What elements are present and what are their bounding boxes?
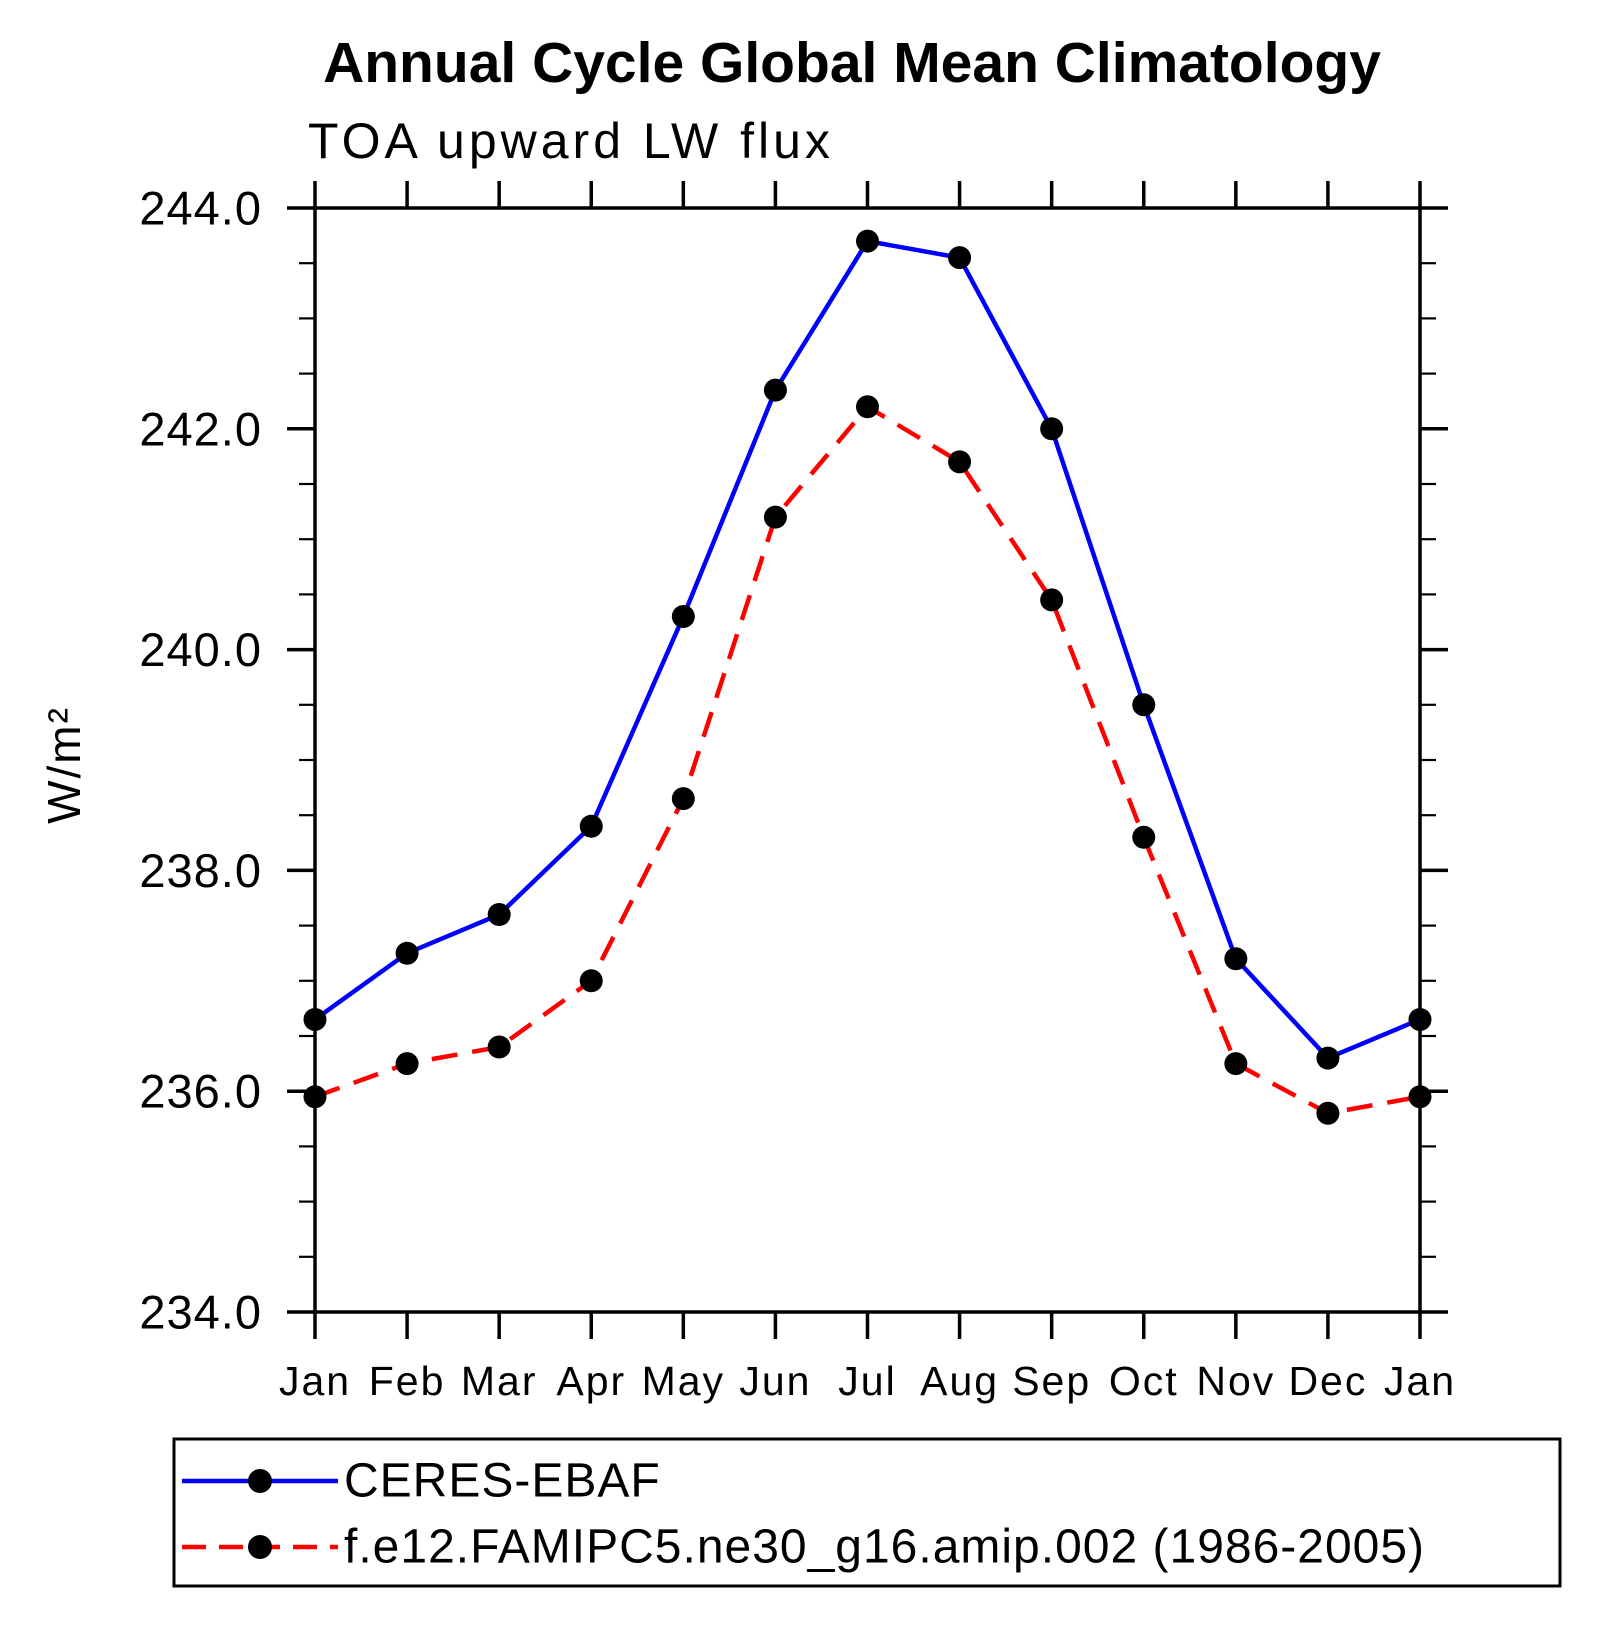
data-point-marker [1408, 1085, 1432, 1109]
data-point-marker [856, 229, 879, 253]
data-point-marker [671, 787, 695, 811]
series-layer [303, 229, 1432, 1125]
data-point-marker [395, 1052, 419, 1076]
data-point-marker [948, 246, 972, 270]
x-tick-label: Feb [369, 1358, 446, 1404]
plot-frame: Jan Feb Mar Apr May Jun Jul Aug Sep Oct Nov Dec Jan 2… [139, 181, 1456, 1404]
series-ceres-ebaf [303, 229, 1432, 1070]
data-point-marker [395, 941, 419, 965]
legend-box: CERES-EBAF f.e12.FAMIPC5.ne30_g16.amip.0… [172, 1437, 1562, 1588]
data-point-marker [487, 903, 511, 927]
data-point-marker [1132, 693, 1156, 717]
data-point-marker [948, 450, 972, 474]
x-tick-label: Jan [279, 1358, 351, 1404]
legend-entry-model: f.e12.FAMIPC5.ne30_g16.amip.002 (1986-20… [182, 1521, 1425, 1574]
legend-entry-ceres: CERES-EBAF [182, 1455, 661, 1508]
x-tick-label: Sep [1012, 1358, 1091, 1404]
y-tick-label: 244.0 [139, 182, 262, 235]
legend-marker-dot [248, 1469, 272, 1493]
data-point-marker [1408, 1007, 1432, 1031]
chart-subtitle: TOA upward LW flux [308, 113, 834, 169]
series-model [303, 395, 1432, 1125]
data-point-marker [1040, 417, 1064, 441]
data-point-marker [579, 814, 603, 838]
y-tick-label: 236.0 [139, 1065, 262, 1118]
y-tick-label: 242.0 [139, 402, 262, 455]
series-line [313, 238, 1421, 1061]
data-point-marker [1224, 1052, 1248, 1076]
data-point-marker [487, 1035, 511, 1059]
x-tick-label: Aug [920, 1358, 999, 1404]
x-tick-label: Apr [556, 1358, 626, 1404]
data-point-marker [1316, 1101, 1340, 1125]
legend-frame [172, 1437, 1562, 1588]
data-point-marker [1040, 588, 1064, 612]
legend-label-model: f.e12.FAMIPC5.ne30_g16.amip.002 (1986-20… [344, 1521, 1425, 1574]
data-point-marker [1316, 1046, 1340, 1070]
y-tick-label: 240.0 [139, 623, 262, 676]
legend-label-ceres: CERES-EBAF [344, 1455, 661, 1508]
data-point-marker [1224, 947, 1248, 971]
x-tick-label: Jul [838, 1358, 896, 1404]
data-point-marker [671, 604, 695, 628]
data-point-marker [763, 378, 787, 402]
data-point-marker [303, 1007, 327, 1031]
legend-marker-dot [248, 1535, 272, 1559]
data-point-marker [1132, 825, 1156, 849]
x-tick-label: Mar [461, 1358, 538, 1404]
x-tick-label: Jan [1384, 1358, 1456, 1404]
data-point-marker [579, 969, 603, 993]
x-tick-label: Nov [1196, 1358, 1275, 1404]
y-tick-label: 234.0 [139, 1286, 262, 1339]
data-point-marker [303, 1085, 327, 1109]
x-tick-label: May [642, 1358, 725, 1404]
x-tick-label: Jun [739, 1358, 811, 1404]
series-line [314, 403, 1421, 1116]
data-point-marker [763, 505, 787, 529]
axis-frame [313, 206, 1422, 1314]
data-point-marker [856, 395, 879, 419]
y-tick-label: 238.0 [139, 844, 262, 897]
y-axis-label: W/m² [38, 706, 90, 824]
x-tick-label: Oct [1109, 1358, 1179, 1404]
chart-title: Annual Cycle Global Mean Climatology [323, 31, 1381, 95]
x-tick-label: Dec [1288, 1358, 1367, 1404]
